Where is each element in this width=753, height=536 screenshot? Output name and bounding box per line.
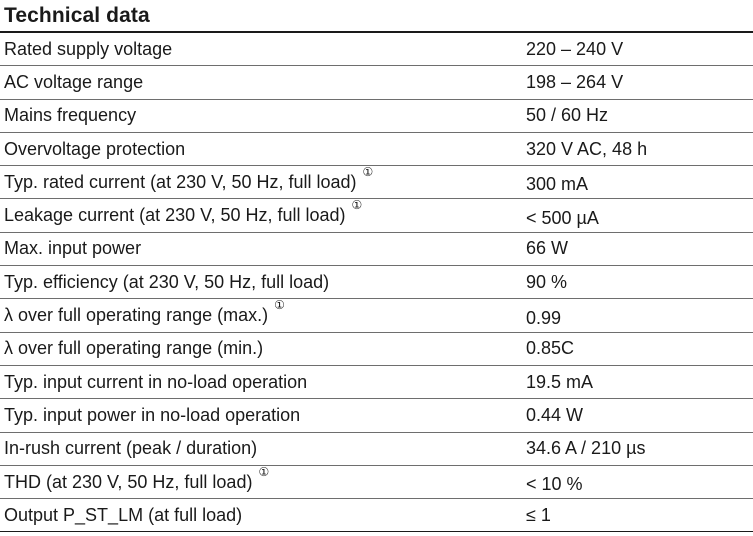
row-label: Rated supply voltage bbox=[4, 38, 173, 59]
row-value: 320 V AC, 48 h bbox=[526, 138, 648, 159]
row-label: Typ. input current in no-load operation bbox=[4, 371, 308, 392]
row-value: 198 – 264 V bbox=[526, 71, 624, 92]
row-label: λ over full operating range (min.) bbox=[4, 338, 264, 359]
table-row: Leakage current (at 230 V, 50 Hz, full l… bbox=[0, 199, 753, 233]
table-row: Max. input power 66 W bbox=[0, 233, 753, 267]
row-label: Typ. rated current (at 230 V, 50 Hz, ful… bbox=[4, 172, 357, 193]
row-label: Max. input power bbox=[4, 238, 142, 259]
row-value: 0.44 W bbox=[526, 404, 584, 425]
table-row: Mains frequency 50 / 60 Hz bbox=[0, 100, 753, 133]
row-label: Leakage current (at 230 V, 50 Hz, full l… bbox=[4, 205, 346, 226]
row-label-wrap: Typ. rated current (at 230 V, 50 Hz, ful… bbox=[4, 166, 373, 198]
table-row: λ over full operating range (min.) 0.85C bbox=[0, 333, 753, 366]
footnote-icon: ① bbox=[362, 165, 374, 180]
table-row: Typ. input power in no-load operation 0.… bbox=[0, 399, 753, 433]
table-row: In-rush current (peak / duration) 34.6 A… bbox=[0, 433, 753, 466]
row-label: Mains frequency bbox=[4, 105, 137, 126]
row-label: In-rush current (peak / duration) bbox=[4, 438, 258, 459]
row-label-wrap: λ over full operating range (max.) ① bbox=[4, 299, 285, 331]
row-value: 220 – 240 V bbox=[526, 38, 624, 59]
row-label: AC voltage range bbox=[4, 71, 144, 92]
table-row: THD (at 230 V, 50 Hz, full load) ① < 10 % bbox=[0, 466, 753, 500]
row-value: 19.5 mA bbox=[526, 371, 594, 392]
row-value: 90 % bbox=[526, 271, 568, 292]
table-row: Typ. efficiency (at 230 V, 50 Hz, full l… bbox=[0, 266, 753, 300]
row-label: Typ. input power in no-load operation bbox=[4, 404, 301, 425]
table-row: λ over full operating range (max.) ① 0.99 bbox=[0, 299, 753, 333]
row-label: Typ. efficiency (at 230 V, 50 Hz, full l… bbox=[4, 271, 330, 292]
row-label: λ over full operating range (max.) bbox=[4, 305, 269, 326]
page-title: Technical data bbox=[4, 4, 150, 27]
footnote-icon: ① bbox=[258, 464, 270, 479]
row-value: 34.6 A / 210 µs bbox=[526, 438, 646, 459]
technical-data-table: Rated supply voltage 220 – 240 V AC volt… bbox=[0, 31, 753, 533]
row-value: < 500 µA bbox=[526, 207, 599, 228]
footnote-icon: ① bbox=[274, 298, 285, 313]
table-row: Output P_ST_LM (at full load) ≤ 1 bbox=[0, 499, 753, 533]
row-value: 66 W bbox=[526, 238, 569, 259]
row-value: ≤ 1 bbox=[526, 504, 551, 525]
row-value: < 10 % bbox=[526, 474, 583, 495]
row-value: 300 mA bbox=[526, 174, 589, 195]
row-label: Output P_ST_LM (at full load) bbox=[4, 504, 243, 525]
row-label-wrap: Leakage current (at 230 V, 50 Hz, full l… bbox=[4, 199, 362, 231]
row-value: 0.99 bbox=[526, 307, 562, 328]
row-label: Overvoltage protection bbox=[4, 138, 186, 159]
footnote-icon: ① bbox=[351, 198, 363, 213]
table-row: Rated supply voltage 220 – 240 V bbox=[0, 33, 753, 67]
table-row: Overvoltage protection 320 V AC, 48 h bbox=[0, 133, 753, 167]
table-row: AC voltage range 198 – 264 V bbox=[0, 66, 753, 100]
table-row: Typ. rated current (at 230 V, 50 Hz, ful… bbox=[0, 166, 753, 200]
row-value: 0.85C bbox=[526, 338, 575, 359]
row-label: THD (at 230 V, 50 Hz, full load) bbox=[4, 471, 253, 492]
row-label-wrap: THD (at 230 V, 50 Hz, full load) ① bbox=[4, 466, 269, 498]
table-row: Typ. input current in no-load operation … bbox=[0, 366, 753, 400]
row-value: 50 / 60 Hz bbox=[526, 105, 609, 126]
